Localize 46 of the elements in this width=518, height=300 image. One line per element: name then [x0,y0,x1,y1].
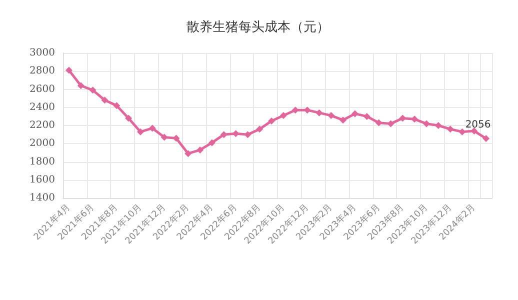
y-tick-label: 1600 [30,174,55,186]
y-tick-label: 1400 [30,192,55,204]
point [422,120,430,128]
point [411,116,418,123]
point [125,114,132,122]
point [434,122,442,129]
y-tick-label: 2600 [30,84,55,95]
point [148,124,156,132]
point [292,106,299,114]
y-tick-label: 3000 [30,48,55,58]
point [280,112,287,120]
point [220,131,228,138]
point [256,126,264,133]
point [172,134,180,142]
point [232,130,240,138]
point [65,66,72,74]
point [399,114,406,122]
point [184,150,192,158]
y-tick-label: 2800 [30,66,55,77]
point [136,128,144,136]
point [340,116,347,124]
point [387,120,394,128]
point [89,86,96,94]
point [208,139,216,146]
point [101,96,108,104]
point [446,126,454,133]
point [196,146,204,154]
point [351,110,358,118]
chart-title: 散养生猪每头成本（元） [186,19,330,35]
y-tick-label: 2200 [30,120,55,131]
point [482,135,490,142]
point [268,117,276,124]
y-tick-label: 2400 [30,102,55,113]
point [316,109,323,116]
data-label: 2056 [465,120,491,131]
point [375,119,382,126]
point [458,128,466,136]
point [363,112,370,120]
point [328,112,335,120]
y-tick-label: 1800 [30,156,55,168]
point [160,134,168,141]
y-tick-label: 2000 [30,138,55,150]
point [244,131,252,138]
point [113,102,120,110]
point [304,106,311,114]
point [77,82,84,90]
